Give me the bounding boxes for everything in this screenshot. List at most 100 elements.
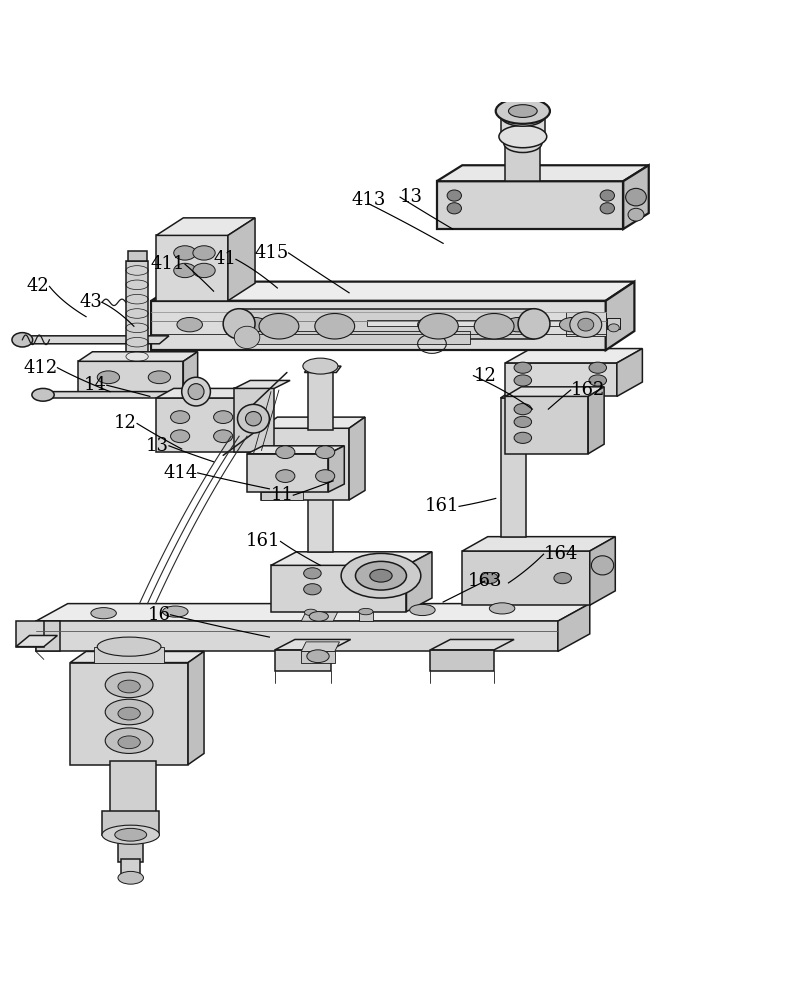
Polygon shape [78, 361, 183, 392]
Polygon shape [271, 552, 432, 565]
Text: 164: 164 [544, 545, 578, 563]
Ellipse shape [276, 446, 295, 459]
Ellipse shape [304, 609, 317, 616]
Ellipse shape [214, 411, 233, 423]
Polygon shape [623, 165, 649, 229]
Ellipse shape [182, 377, 210, 406]
Polygon shape [36, 621, 558, 651]
Ellipse shape [518, 309, 550, 339]
Polygon shape [43, 392, 207, 398]
Ellipse shape [171, 430, 190, 443]
Ellipse shape [514, 362, 532, 373]
Polygon shape [430, 639, 514, 650]
Ellipse shape [410, 604, 435, 616]
Ellipse shape [91, 608, 116, 619]
Ellipse shape [589, 362, 607, 373]
Ellipse shape [514, 416, 532, 427]
Ellipse shape [489, 603, 515, 614]
Ellipse shape [105, 672, 153, 698]
Polygon shape [234, 380, 290, 388]
Ellipse shape [276, 470, 295, 482]
Ellipse shape [628, 208, 644, 221]
Ellipse shape [341, 553, 421, 598]
Polygon shape [505, 363, 617, 396]
Text: 41: 41 [213, 250, 236, 268]
Polygon shape [261, 428, 349, 500]
Polygon shape [308, 372, 333, 430]
Polygon shape [406, 552, 432, 612]
Polygon shape [505, 143, 540, 181]
Polygon shape [151, 282, 634, 301]
Text: 11: 11 [270, 486, 293, 504]
Polygon shape [247, 446, 344, 454]
Ellipse shape [626, 188, 646, 206]
Polygon shape [566, 312, 606, 336]
Ellipse shape [193, 263, 215, 278]
Ellipse shape [570, 312, 602, 337]
Ellipse shape [359, 568, 377, 579]
Polygon shape [301, 612, 338, 621]
Text: 13: 13 [400, 188, 423, 206]
Polygon shape [501, 392, 536, 398]
Text: 163: 163 [467, 572, 502, 590]
Polygon shape [70, 651, 204, 663]
Polygon shape [501, 116, 545, 137]
Ellipse shape [118, 736, 140, 749]
Ellipse shape [118, 680, 140, 693]
Ellipse shape [32, 388, 54, 401]
Ellipse shape [102, 825, 159, 844]
Polygon shape [247, 331, 470, 344]
Text: 161: 161 [246, 532, 281, 550]
Ellipse shape [591, 556, 614, 575]
Polygon shape [328, 446, 344, 492]
Ellipse shape [359, 608, 373, 615]
Ellipse shape [316, 470, 335, 482]
Polygon shape [349, 417, 365, 500]
Polygon shape [367, 320, 574, 326]
Ellipse shape [447, 190, 461, 201]
Ellipse shape [12, 333, 33, 347]
Polygon shape [36, 621, 60, 651]
Polygon shape [437, 181, 623, 229]
Ellipse shape [188, 384, 204, 400]
Ellipse shape [418, 317, 443, 332]
Ellipse shape [309, 612, 328, 621]
Polygon shape [70, 663, 188, 765]
Polygon shape [588, 387, 604, 454]
Polygon shape [156, 388, 269, 398]
Text: 12: 12 [473, 367, 497, 385]
Text: 162: 162 [571, 381, 605, 399]
Ellipse shape [223, 309, 255, 339]
Ellipse shape [171, 411, 190, 423]
Ellipse shape [303, 358, 338, 374]
Ellipse shape [370, 569, 392, 582]
Polygon shape [188, 651, 204, 765]
Polygon shape [183, 352, 198, 392]
Ellipse shape [97, 637, 161, 656]
Polygon shape [304, 366, 341, 372]
Polygon shape [558, 604, 590, 651]
Polygon shape [234, 388, 274, 452]
Ellipse shape [148, 371, 171, 384]
Polygon shape [301, 642, 340, 651]
Ellipse shape [174, 263, 196, 278]
Ellipse shape [304, 584, 321, 595]
Polygon shape [16, 635, 57, 647]
Ellipse shape [118, 707, 140, 720]
Text: 415: 415 [254, 244, 289, 262]
Ellipse shape [118, 871, 143, 884]
Polygon shape [359, 612, 373, 621]
Polygon shape [121, 859, 140, 878]
Polygon shape [462, 537, 615, 551]
Polygon shape [102, 811, 159, 835]
Polygon shape [156, 218, 255, 235]
Ellipse shape [589, 375, 607, 386]
Text: 13: 13 [146, 437, 169, 455]
Ellipse shape [245, 412, 261, 426]
Polygon shape [607, 318, 620, 329]
Polygon shape [437, 165, 649, 181]
Polygon shape [617, 349, 642, 396]
Ellipse shape [97, 371, 120, 384]
Ellipse shape [418, 314, 458, 339]
Polygon shape [505, 396, 588, 454]
